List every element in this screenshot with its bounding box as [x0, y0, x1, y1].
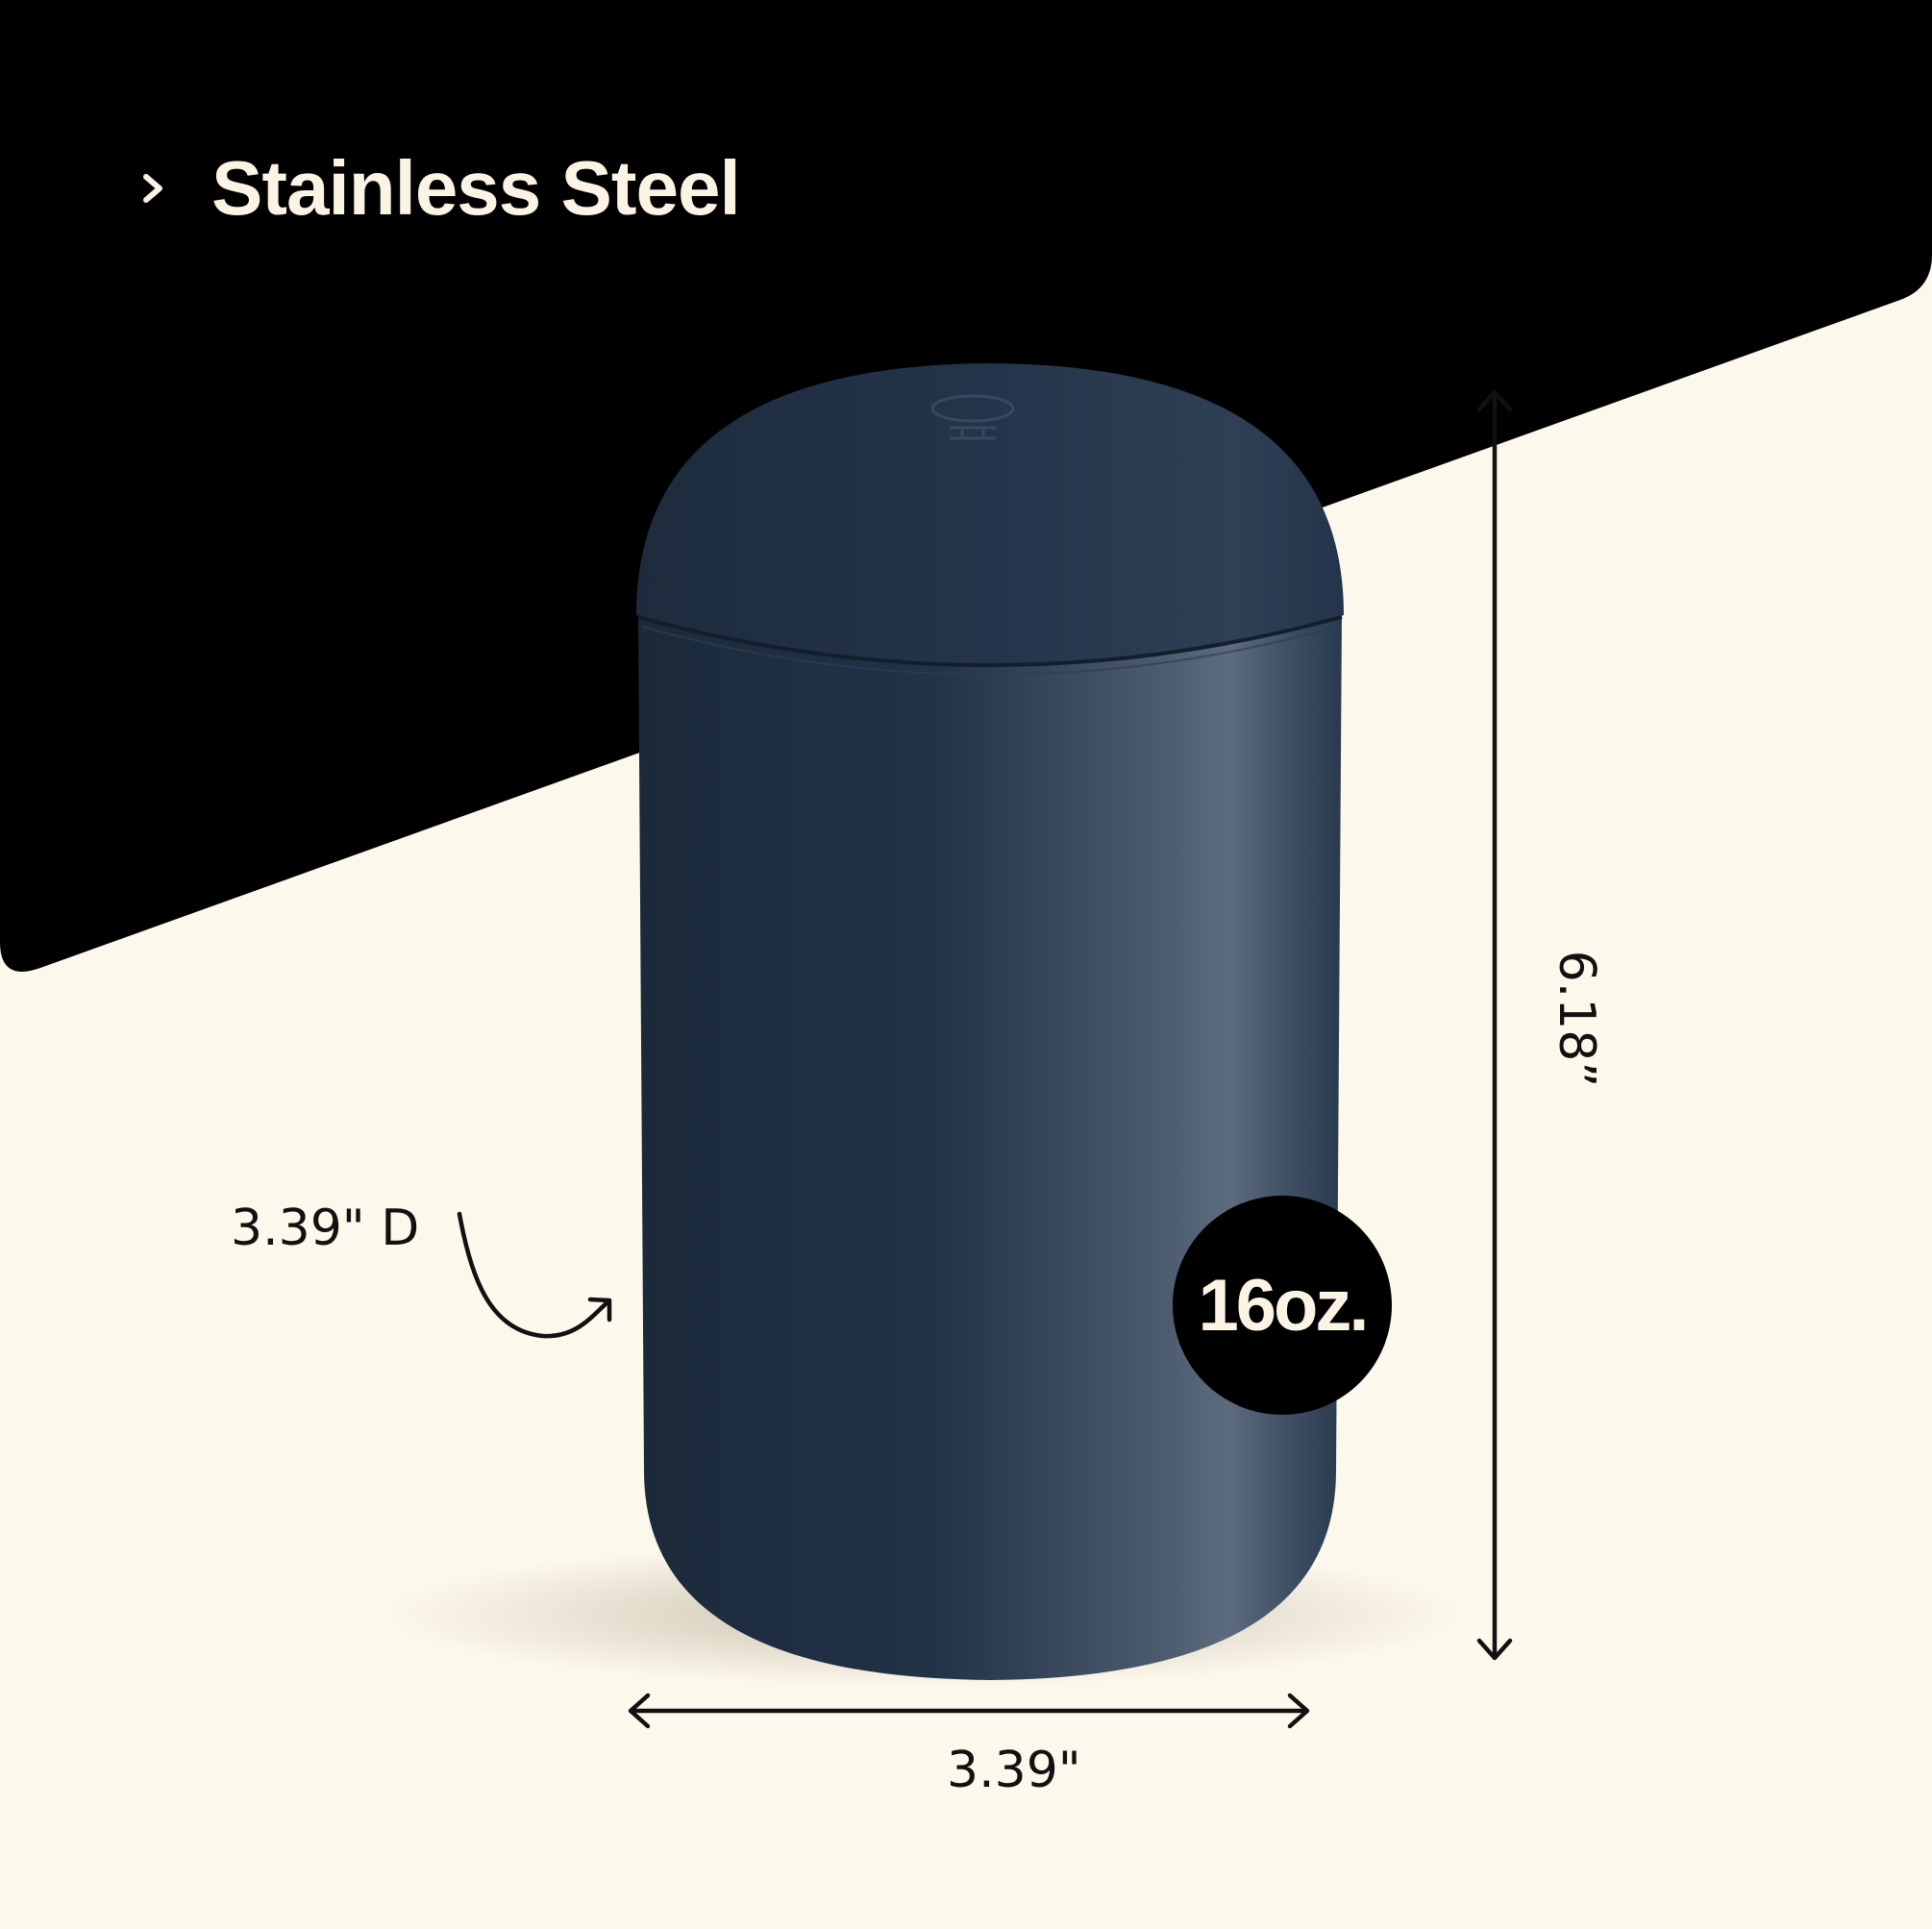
- capacity-label: 16oz.: [1198, 1264, 1369, 1347]
- canister-body: [638, 615, 1342, 1680]
- lid-seam: [637, 615, 1343, 667]
- width-dimension-label: 3.39": [947, 1742, 1081, 1799]
- canister-lid: [636, 363, 1344, 663]
- feature-callout: Stainless Steel: [135, 144, 741, 233]
- width-arrow: [628, 1693, 1310, 1729]
- capacity-badge: 16oz.: [1173, 1196, 1392, 1415]
- height-dimension-label: 6.18”: [1548, 950, 1605, 1088]
- feature-label: Stainless Steel: [211, 145, 741, 231]
- depth-dimension-label: 3.39" D: [231, 1199, 420, 1257]
- canister: [636, 363, 1344, 1680]
- chevron-right-icon: [143, 174, 162, 203]
- fellow-logo-icon: [930, 394, 1015, 440]
- depth-arrow: [457, 1211, 612, 1339]
- height-arrow: [1476, 389, 1513, 1661]
